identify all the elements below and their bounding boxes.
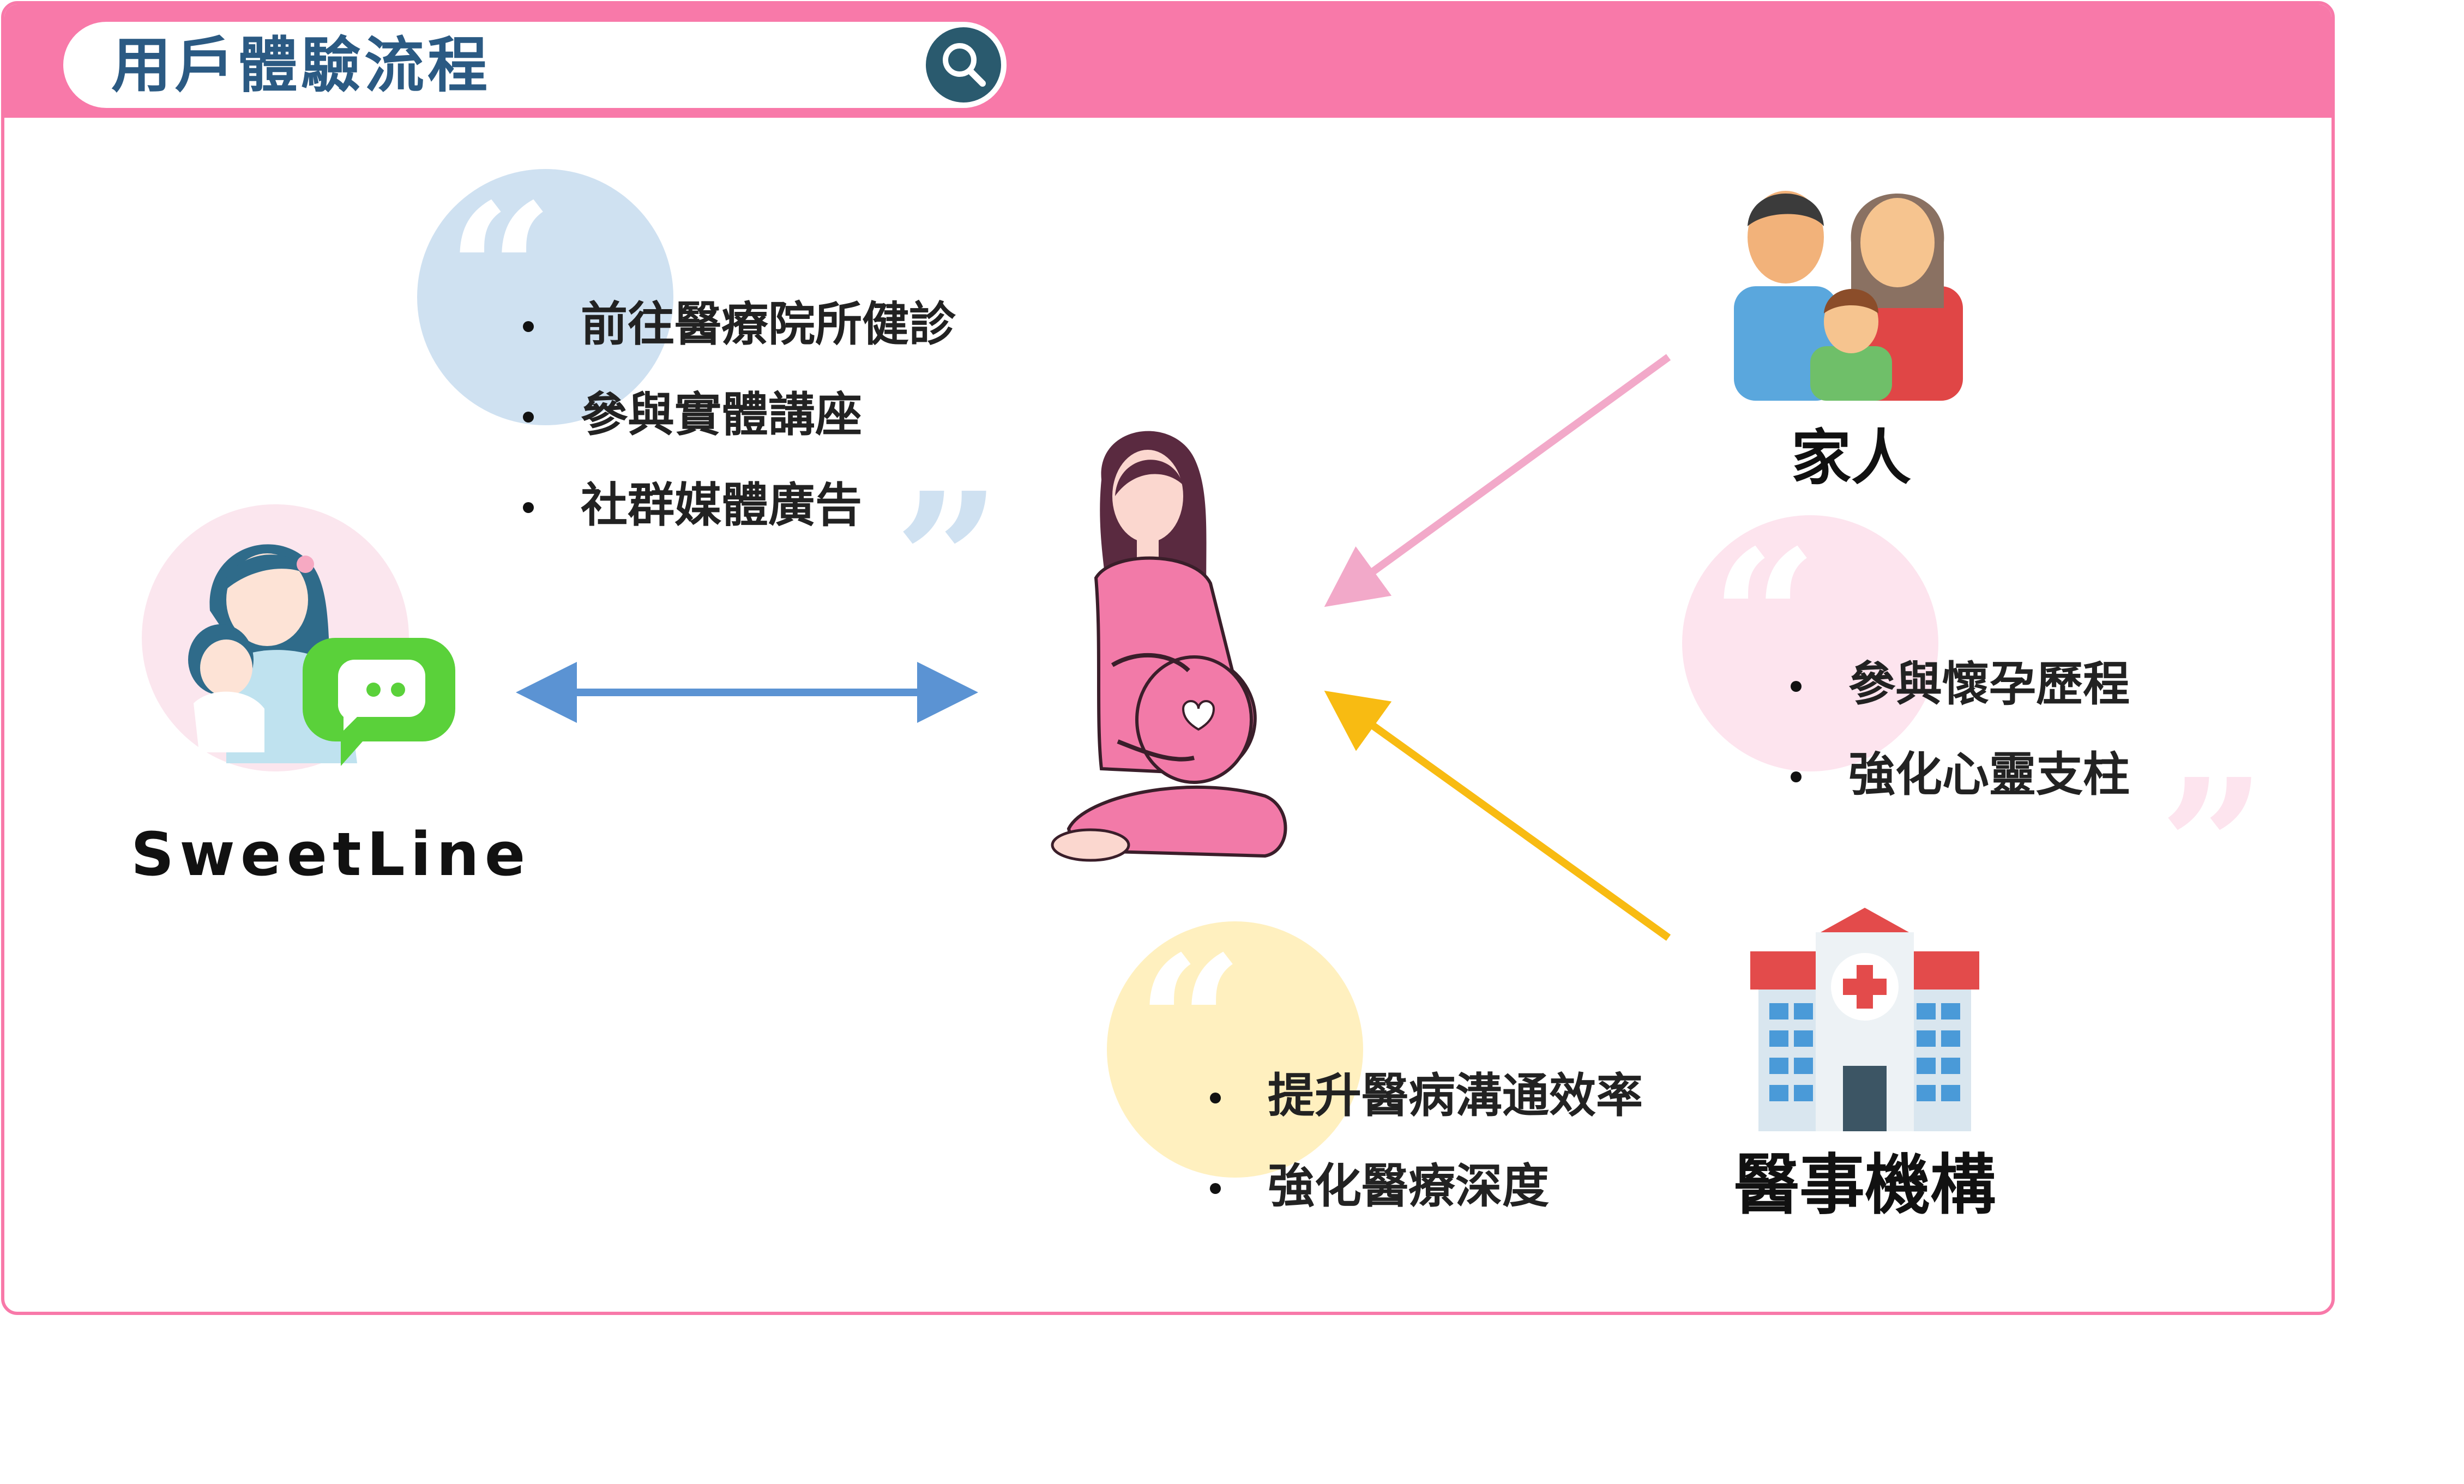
arrow-family-user (1324, 354, 1671, 607)
list-item: 提升醫病溝通效率 (1208, 1069, 1643, 1123)
quote-bubble-yellow (1107, 921, 1363, 1178)
search-button[interactable] (926, 27, 1001, 102)
medical-label: 醫事機構 (1734, 1148, 1996, 1223)
search-icon (943, 43, 986, 87)
list-pink: 參與懷孕歷程 強化心靈支柱 (1788, 657, 2130, 802)
quote-bubble-blue (417, 169, 673, 425)
list-item: 強化醫療深度 (1208, 1159, 1643, 1214)
close-quote-icon: ” (894, 453, 1001, 670)
title-pill: 用戶體驗流程 (63, 22, 1007, 108)
list-item: 參與懷孕歷程 (1788, 657, 2130, 711)
page-title: 用戶體驗流程 (111, 31, 491, 100)
pregnant-woman-icon (1051, 431, 1287, 862)
header-bar: 用戶體驗流程 (4, 4, 2332, 118)
arrow-medical-user (1324, 690, 1671, 941)
list-item: 前往醫療院所健診 (521, 297, 956, 352)
quote-bubble-pink (1682, 515, 1938, 771)
open-quote-icon: “ (1137, 916, 1244, 1133)
close-quote-icon: ” (2159, 739, 2266, 956)
sweetline-illustration (142, 504, 455, 771)
family-icon (1734, 191, 1963, 401)
list-item: 參與實體講座 (521, 388, 956, 442)
family-label: 家人 (1791, 423, 1911, 493)
list-blue: 前往醫療院所健診 參與實體講座 社群媒體廣告 (521, 297, 956, 533)
sweetline-label: SweetLine (131, 819, 531, 889)
list-item: 強化心靈支柱 (1788, 747, 2130, 802)
list-yellow: 提升醫病溝通效率 強化醫療深度 (1208, 1069, 1643, 1214)
open-quote-icon: “ (1711, 510, 1818, 727)
hospital-icon (1750, 908, 1979, 1131)
list-item: 社群媒體廣告 (521, 478, 956, 533)
open-quote-icon: “ (447, 164, 554, 381)
